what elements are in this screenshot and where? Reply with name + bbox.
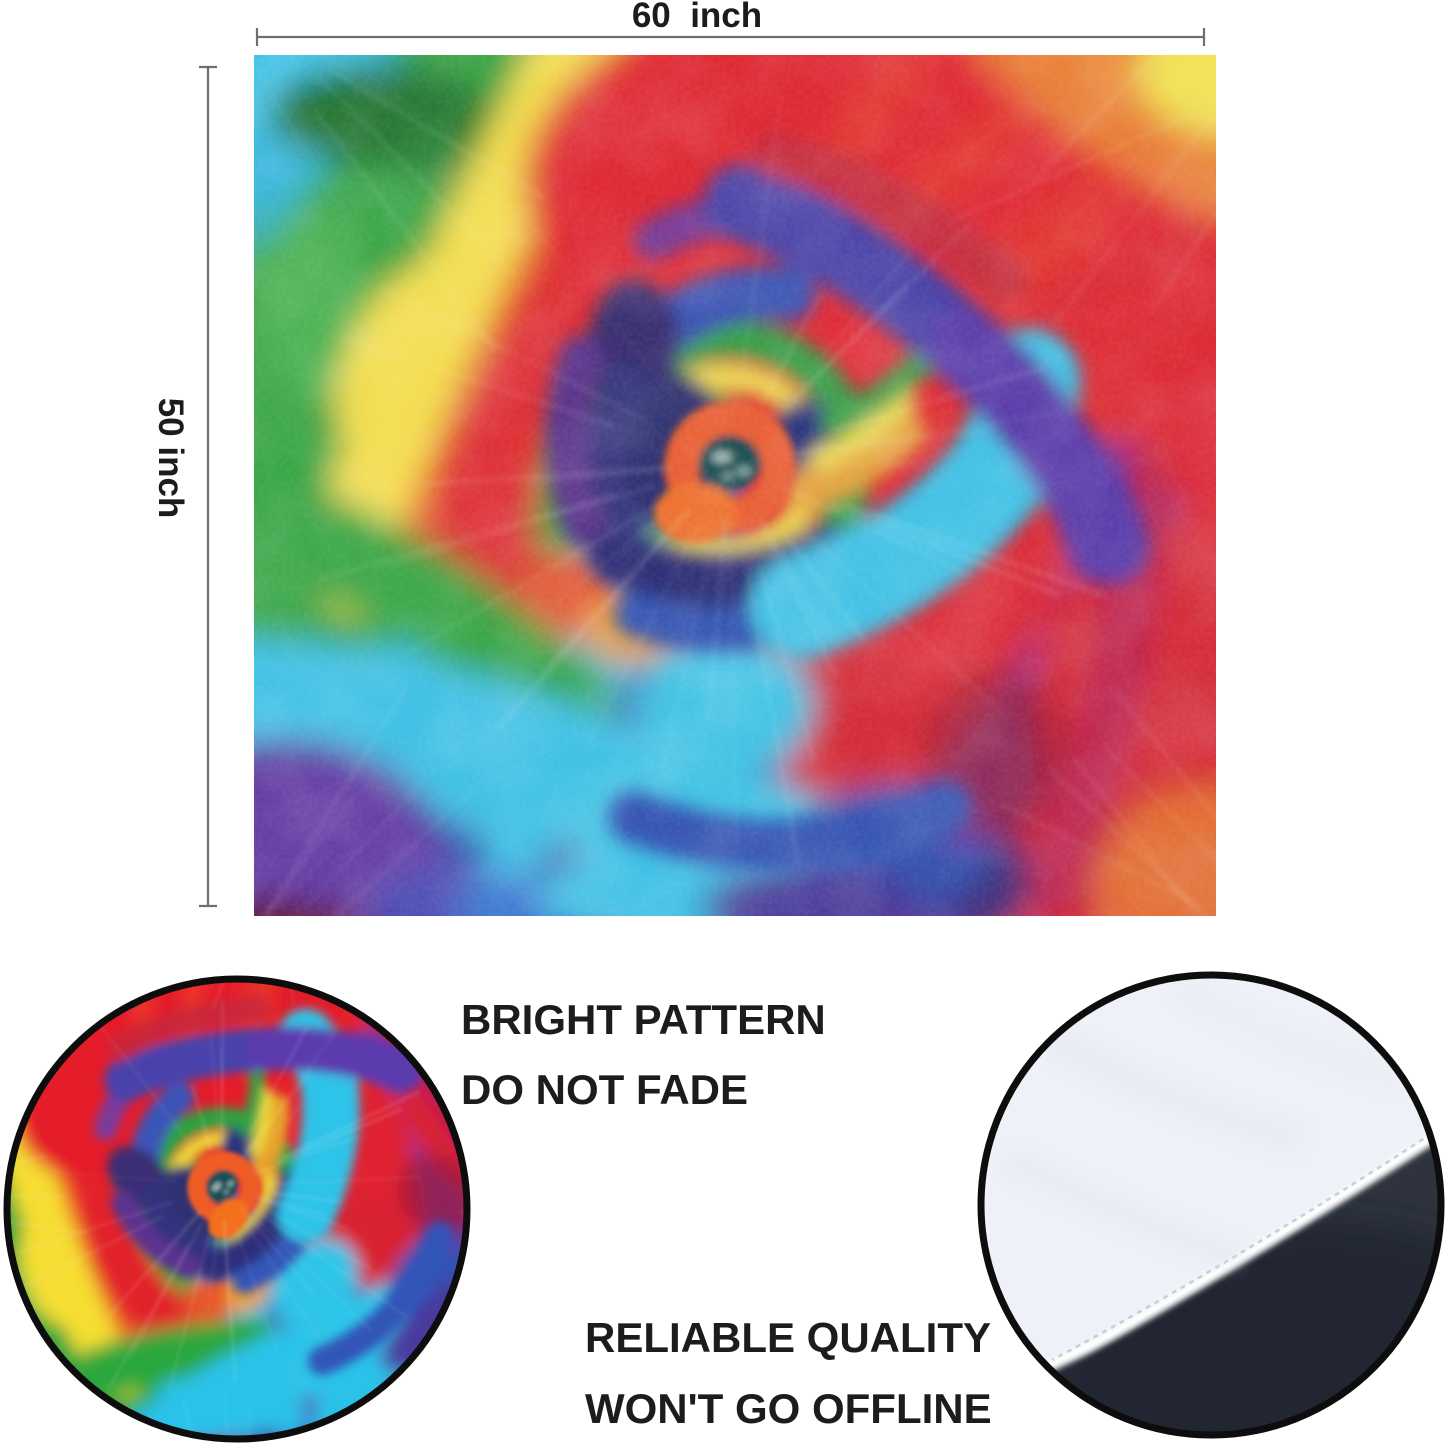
svg-text:DO NOT FADE: DO NOT FADE: [461, 1066, 748, 1113]
svg-text:60 inch: 60 inch: [632, 0, 762, 35]
svg-text:WON'T GO OFFLINE: WON'T GO OFFLINE: [585, 1385, 992, 1432]
svg-text:BRIGHT PATTERN: BRIGHT PATTERN: [461, 996, 826, 1043]
svg-text:RELIABLE QUALITY: RELIABLE QUALITY: [585, 1314, 991, 1361]
svg-text:50 inch: 50 inch: [151, 398, 190, 519]
